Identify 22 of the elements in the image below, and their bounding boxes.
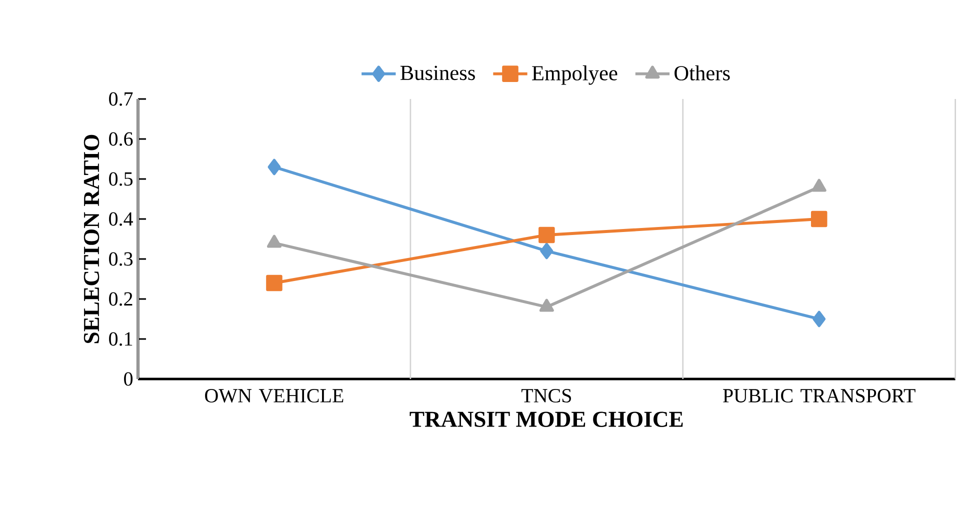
x-axis-title: TRANSIT MODE CHOICE — [410, 412, 683, 427]
y-tick-label: 0.3 — [109, 252, 133, 266]
y-tick-label: 0.7 — [109, 92, 133, 106]
y-tick-label: 0.2 — [109, 292, 132, 306]
y-tick-label: 0.1 — [109, 332, 132, 346]
x-tick-label: PUBLIC TRANSPORT — [723, 389, 916, 402]
legend-label: Others — [674, 65, 730, 80]
point — [268, 158, 281, 176]
point — [538, 226, 555, 244]
legend-label: Business — [400, 66, 475, 80]
x-tick-label: TNCS — [521, 389, 571, 402]
y-tick-label: 0 — [124, 372, 133, 386]
point — [810, 210, 828, 228]
point — [540, 242, 554, 260]
y-axis-title: SELECTION RATIO — [84, 134, 100, 344]
point — [812, 310, 826, 328]
point — [266, 274, 282, 292]
y-tick-label: 0.4 — [109, 212, 133, 226]
x-tick-label: OWN VEHICLE — [205, 389, 344, 403]
legend-label: Empolyee — [532, 65, 618, 85]
y-tick-label: 0.6 — [109, 132, 133, 146]
y-tick-label: 0.5 — [109, 172, 133, 186]
